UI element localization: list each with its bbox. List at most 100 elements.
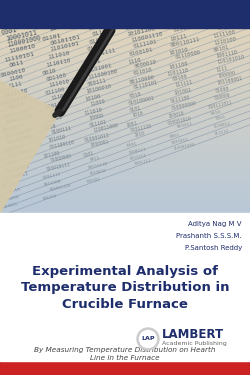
Bar [0, 74, 250, 76]
Bar [0, 48, 250, 50]
Bar [0, 39, 250, 41]
Text: 0101: 0101 [126, 142, 138, 148]
Text: 000110111: 000110111 [170, 38, 200, 48]
Text: 0001111: 0001111 [134, 159, 152, 166]
Text: 010000000: 010000000 [171, 100, 197, 111]
Bar [0, 113, 250, 115]
Text: 011101: 011101 [88, 119, 107, 128]
Bar [0, 28, 250, 30]
Bar [0, 130, 250, 132]
Text: 0000010: 0000010 [134, 59, 157, 69]
Bar [0, 76, 250, 78]
Bar [0, 86, 250, 87]
Text: 0101111: 0101111 [42, 172, 61, 180]
Bar [0, 115, 250, 117]
Text: 10010011: 10010011 [8, 148, 32, 159]
Bar [0, 193, 250, 195]
Bar [0, 361, 250, 375]
Bar [0, 93, 250, 94]
Bar [0, 126, 250, 128]
Text: 1110: 1110 [127, 57, 141, 64]
Bar [0, 30, 250, 32]
Text: 11010101: 11010101 [50, 41, 80, 53]
Text: 000101101: 000101101 [5, 114, 35, 125]
Bar [0, 98, 250, 100]
Bar [0, 191, 250, 193]
Text: Experimental Analysis of
Temperature Distribution in
Crucible Furnace: Experimental Analysis of Temperature Dis… [21, 265, 229, 311]
Text: 111111011: 111111011 [4, 171, 29, 181]
Text: 1001110: 1001110 [215, 50, 238, 59]
Text: 0101001: 0101001 [87, 63, 112, 73]
Bar [0, 102, 250, 104]
Text: Academic Publishing: Academic Publishing [162, 342, 227, 346]
Text: 01000: 01000 [215, 86, 230, 93]
Text: 1100010: 1100010 [8, 44, 36, 54]
Bar [0, 159, 250, 161]
Text: 01001001: 01001001 [125, 20, 156, 31]
Text: 000010: 000010 [42, 194, 57, 201]
Text: 00001: 00001 [87, 22, 107, 31]
Text: 01011110: 01011110 [130, 123, 152, 133]
Bar [0, 163, 250, 165]
Bar [0, 89, 250, 91]
Bar [0, 50, 250, 52]
Bar [0, 195, 250, 196]
Text: 0100010: 0100010 [89, 169, 107, 176]
Bar [0, 206, 250, 207]
Bar [0, 37, 250, 39]
Text: 0100111: 0100111 [51, 126, 72, 135]
Text: 0010: 0010 [210, 110, 222, 116]
Text: 1111100: 1111100 [212, 30, 236, 39]
Bar [0, 58, 250, 60]
Text: 0101: 0101 [215, 115, 226, 121]
Bar [0, 165, 250, 167]
Text: 00101: 00101 [2, 125, 19, 133]
Bar [0, 182, 250, 183]
Text: 1000001: 1000001 [89, 140, 109, 148]
Bar [0, 209, 250, 211]
Text: 01101: 01101 [173, 25, 191, 33]
Text: 111010: 111010 [83, 107, 103, 116]
Bar [0, 72, 250, 74]
Text: 1110100: 1110100 [213, 36, 237, 46]
Text: 1110100: 1110100 [51, 91, 74, 101]
Text: LAMBERT: LAMBERT [162, 328, 224, 342]
Bar [0, 134, 250, 135]
Text: 0000010: 0000010 [0, 68, 27, 78]
Bar [0, 167, 250, 169]
Text: 01110101: 01110101 [133, 80, 158, 90]
Text: 101100: 101100 [43, 151, 60, 159]
Bar [0, 143, 250, 144]
Text: 000010111: 000010111 [46, 162, 71, 172]
Bar [0, 46, 250, 48]
Text: 011011: 011011 [3, 202, 18, 209]
Bar [0, 41, 250, 43]
Text: 0010: 0010 [42, 68, 57, 76]
Text: 0100: 0100 [88, 37, 104, 45]
Bar [0, 183, 250, 185]
Bar [0, 65, 250, 67]
Text: 0100101: 0100101 [129, 47, 154, 57]
Bar [0, 91, 250, 93]
Bar [0, 207, 250, 209]
Text: 000111: 000111 [86, 78, 106, 87]
Text: 0001: 0001 [7, 159, 19, 166]
Text: 0111101: 0111101 [133, 39, 158, 48]
Text: 00101: 00101 [212, 45, 229, 53]
Bar [0, 150, 250, 152]
Text: 1001: 1001 [126, 120, 138, 128]
Bar [0, 118, 250, 120]
Text: 111010: 111010 [49, 78, 70, 87]
Text: 010011110: 010011110 [49, 183, 72, 192]
Text: 0101: 0101 [129, 105, 142, 112]
Bar [0, 213, 250, 361]
Bar [0, 171, 250, 172]
Text: 1010: 1010 [132, 111, 144, 118]
Bar [0, 33, 250, 35]
Text: 1101: 1101 [86, 58, 101, 66]
Text: 0010: 0010 [50, 114, 63, 122]
Bar [0, 204, 250, 206]
Text: 10000: 10000 [88, 113, 104, 121]
Text: 10110000: 10110000 [216, 20, 244, 31]
Text: 110011000: 110011000 [92, 123, 119, 134]
